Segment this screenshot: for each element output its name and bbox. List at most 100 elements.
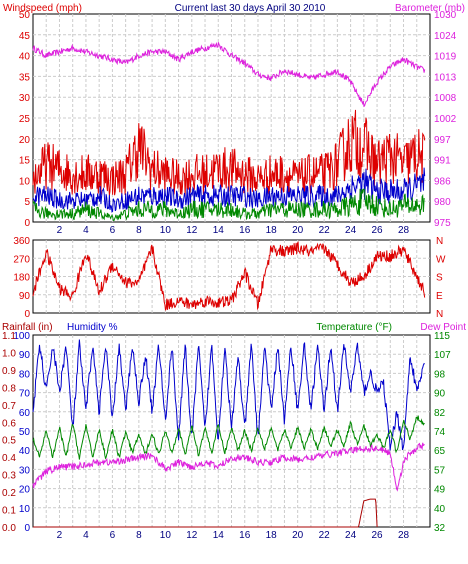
right-tick-label: 997 (434, 135, 451, 146)
left-tick-label: 10 (19, 176, 31, 187)
rainfall-axis-title: Rainfall (in) (2, 322, 53, 333)
dewpoint-line (32, 442, 425, 492)
x-tick-label: 14 (213, 530, 225, 541)
average-wind-line (32, 167, 426, 213)
x-tick-label: 2 (57, 530, 63, 541)
x-tick-label: 24 (345, 225, 357, 236)
right-tick-label: 40 (434, 504, 446, 515)
right-tick-label: 991 (434, 156, 451, 167)
left-tick-label: 5 (24, 197, 30, 208)
right-tick-label: 1008 (434, 93, 457, 104)
x-tick-label: 4 (83, 225, 89, 236)
rainfall-tick-label: 1.1 (2, 331, 16, 342)
left-tick-label: 30 (19, 465, 31, 476)
wind-barometer-panel: 0 5 10 15 20 25 30 35 40 45 50 975 980 986 991 997 1002 1… (19, 10, 457, 236)
rainfall-tick-label: 0.7 (2, 401, 16, 412)
dewpoint-axis-title: Dew Point (420, 322, 466, 333)
left-tick-label: 20 (19, 485, 31, 496)
humidity-axis-title: Humidity % (67, 322, 118, 333)
x-tick-label: 24 (345, 530, 357, 541)
rainfall-tick-label: 0.1 (2, 506, 16, 517)
left-tick-label: 30 (19, 93, 31, 104)
right-tick-label: 980 (434, 197, 451, 208)
x-tick-label: 28 (398, 225, 410, 236)
right-tick-label: 90 (434, 389, 446, 400)
x-tick-label: 8 (136, 530, 142, 541)
compass-label: S (436, 273, 443, 284)
left-tick-label: 100 (13, 331, 30, 342)
humidity-line (32, 339, 425, 451)
x-tick-label: 2 (57, 225, 63, 236)
left-tick-label: 25 (19, 114, 31, 125)
x-tick-label: 8 (136, 225, 142, 236)
left-tick-label: 50 (19, 427, 31, 438)
rainfall-tick-label: 0.2 (2, 488, 16, 499)
left-tick-label: 40 (19, 446, 31, 457)
left-tick-label: 10 (19, 504, 31, 515)
left-tick-label: 45 (19, 31, 31, 42)
right-tick-label: 986 (434, 176, 451, 187)
rainfall-tick-label: 0.8 (2, 383, 16, 394)
left-tick-label: 15 (19, 156, 31, 167)
rainfall-tick-label: 0.4 (2, 453, 16, 464)
temperature-line (32, 415, 425, 460)
rainfall-tick-label: 0.9 (2, 366, 16, 377)
left-tick-label: 80 (19, 369, 31, 380)
x-tick-label: 22 (319, 530, 331, 541)
right-tick-label: 98 (434, 369, 446, 380)
rainfall-tick-label: 0.6 (2, 418, 16, 429)
humidity-temperature-panel: 0 10 20 30 40 50 60 70 80 90 100 0.0 0.1 0.2 0.3 0.4 0.5… (2, 331, 451, 541)
x-tick-label: 12 (186, 530, 198, 541)
x-tick-label: 6 (110, 530, 116, 541)
compass-label: E (436, 291, 443, 302)
right-tick-label: 32 (434, 523, 446, 534)
x-tick-label: 16 (239, 225, 251, 236)
x-tick-label: 12 (186, 225, 198, 236)
left-tick-label: 60 (19, 408, 31, 419)
x-tick-label: 20 (292, 225, 304, 236)
rainfall-tick-label: 0.5 (2, 436, 16, 447)
x-tick-label: 4 (83, 530, 89, 541)
x-tick-label: 26 (372, 225, 384, 236)
x-tick-label: 6 (110, 225, 116, 236)
rainfall-tick-label: 0.0 (2, 523, 16, 534)
rainfall-line (33, 498, 378, 528)
wind-direction-line (32, 241, 426, 311)
x-tick-label: 10 (160, 530, 172, 541)
windspeed-axis-title: Windspeed (mph) (3, 3, 82, 14)
right-tick-label: 74 (434, 427, 446, 438)
barometer-axis-title: Barometer (mb) (395, 3, 465, 14)
right-tick-label: 107 (434, 350, 451, 361)
right-tick-label: 975 (434, 218, 451, 229)
right-tick-label: 65 (434, 446, 446, 457)
gust-line (32, 109, 426, 197)
left-tick-label: 360 (13, 236, 30, 247)
right-tick-label: 1019 (434, 52, 457, 63)
left-tick-label: 270 (13, 254, 30, 265)
left-tick-label: 40 (19, 52, 31, 63)
x-tick-label: 14 (213, 225, 225, 236)
right-tick-label: 57 (434, 465, 446, 476)
rainfall-tick-label: 1.0 (2, 348, 16, 359)
right-tick-label: 115 (434, 331, 450, 342)
right-tick-label: 49 (434, 485, 446, 496)
left-tick-label: 90 (19, 291, 31, 302)
x-tick-label: 18 (266, 530, 278, 541)
x-tick-label: 18 (266, 225, 278, 236)
compass-label: N (436, 236, 443, 247)
x-tick-label: 26 (372, 530, 384, 541)
compass-label: N (436, 309, 443, 320)
x-tick-label: 28 (398, 530, 410, 541)
chart-title: Current last 30 days April 30 2010 (175, 3, 326, 14)
wind-lull-line (32, 188, 425, 222)
right-tick-label: 1030 (434, 10, 457, 21)
left-tick-label: 50 (19, 10, 31, 21)
left-tick-label: 0 (24, 218, 30, 229)
left-tick-label: 70 (19, 389, 31, 400)
right-tick-label: 1024 (434, 31, 457, 42)
barometer-line (32, 42, 426, 108)
x-tick-label: 20 (292, 530, 304, 541)
